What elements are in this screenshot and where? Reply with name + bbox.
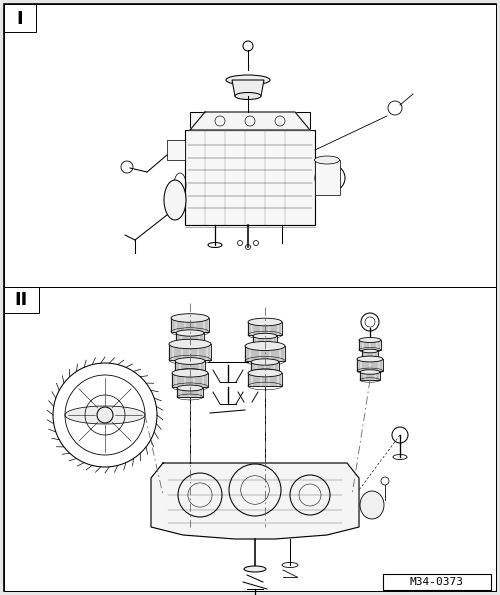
Bar [175, 361, 205, 372]
Ellipse shape [177, 385, 203, 391]
Ellipse shape [362, 349, 378, 353]
Ellipse shape [65, 406, 145, 424]
Bar [176, 333, 204, 343]
Bar [169, 344, 211, 360]
Bar [383, 574, 491, 590]
Bar [4, 287, 496, 591]
Ellipse shape [314, 156, 340, 164]
Ellipse shape [164, 180, 186, 220]
Polygon shape [151, 463, 359, 539]
Bar [360, 372, 380, 380]
Bar [171, 318, 209, 332]
Ellipse shape [248, 369, 282, 377]
Bar [315, 160, 340, 195]
Ellipse shape [253, 333, 277, 339]
Polygon shape [190, 112, 310, 130]
Bar [253, 336, 277, 345]
Bar [245, 346, 285, 361]
Bar [4, 4, 496, 287]
Bar [177, 388, 203, 397]
Text: M34-0373: M34-0373 [410, 577, 464, 587]
Ellipse shape [360, 491, 384, 519]
Bar [190, 112, 310, 130]
Ellipse shape [175, 358, 205, 364]
Bar [251, 362, 279, 372]
Bar [167, 140, 185, 160]
Ellipse shape [251, 359, 279, 365]
Ellipse shape [357, 356, 383, 362]
Bar [357, 359, 383, 371]
Ellipse shape [245, 342, 285, 350]
Bar [4, 287, 39, 313]
Ellipse shape [248, 318, 282, 326]
Ellipse shape [359, 337, 381, 343]
Ellipse shape [226, 75, 270, 85]
Ellipse shape [169, 339, 211, 349]
Bar [172, 373, 208, 387]
Ellipse shape [244, 566, 266, 572]
Bar [248, 322, 282, 335]
Ellipse shape [172, 369, 208, 377]
Bar [248, 373, 282, 386]
Ellipse shape [360, 369, 380, 374]
Ellipse shape [235, 92, 261, 99]
Ellipse shape [176, 330, 204, 336]
Ellipse shape [171, 314, 209, 322]
Bar [185, 130, 315, 225]
Bar [359, 340, 381, 350]
Text: I: I [16, 10, 24, 28]
Polygon shape [232, 80, 264, 96]
Text: II: II [14, 291, 28, 309]
Bar [362, 351, 378, 358]
Bar [4, 4, 36, 32]
